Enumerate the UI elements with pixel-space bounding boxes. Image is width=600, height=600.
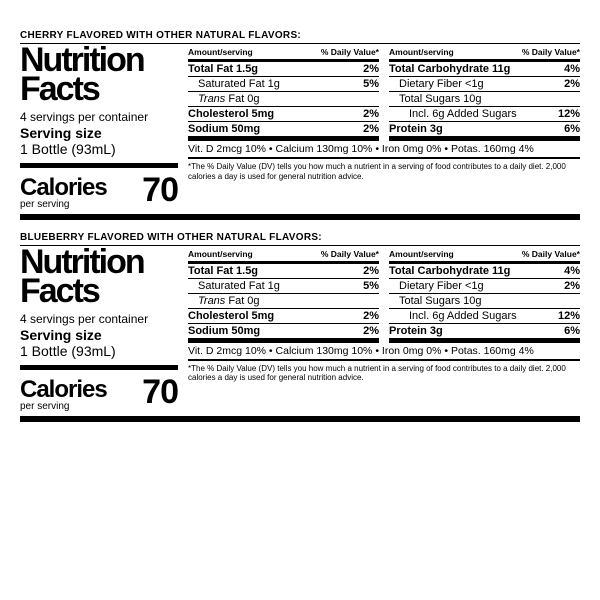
- nutrition-panel: BLUEBERRY FLAVORED WITH OTHER NATURAL FL…: [20, 232, 580, 422]
- nutrient-row: Dietary Fiber<1g2%: [389, 77, 580, 92]
- serving-size-label: Serving size: [20, 125, 178, 141]
- nutrition-panel: CHERRY FLAVORED WITH OTHER NATURAL FLAVO…: [20, 30, 580, 220]
- nutrient-row: Trans Fat0g: [188, 294, 379, 309]
- nutrient-row: Dietary Fiber<1g2%: [389, 279, 580, 294]
- nutrient-row: Total Fat1.5g2%: [188, 62, 379, 77]
- left-column: NutritionFacts 4 servings per containerSe…: [20, 44, 178, 210]
- right-column: Amount/serving% Daily Value*Total Fat1.5…: [188, 44, 580, 210]
- serving-size-value: 1 Bottle (93mL): [20, 343, 178, 359]
- nutrient-row: Incl. 6g Added Sugars12%: [389, 107, 580, 122]
- nutrient-row: Cholesterol5mg2%: [188, 107, 379, 122]
- nutrient-row: Sodium50mg2%: [188, 122, 379, 141]
- serving-size-label: Serving size: [20, 327, 178, 343]
- nutrient-row: Saturated Fat1g5%: [188, 77, 379, 92]
- servings-per-container: 4 servings per container: [20, 110, 178, 124]
- nutrient-column: Amount/serving% Daily Value*Total Fat1.5…: [188, 246, 379, 343]
- right-column: Amount/serving% Daily Value*Total Fat1.5…: [188, 246, 580, 412]
- nutrient-row: Trans Fat0g: [188, 92, 379, 107]
- footnote: *The % Daily Value (DV) tells you how mu…: [188, 361, 580, 383]
- nutrient-row: Total Carbohydrate11g4%: [389, 62, 580, 77]
- nutrient-row: Total Sugars10g: [389, 92, 580, 107]
- column-header: Amount/serving% Daily Value*: [188, 246, 379, 264]
- calories-row: Caloriesper serving70: [20, 373, 178, 412]
- nutrient-column: Amount/serving% Daily Value*Total Carboh…: [389, 246, 580, 343]
- vitamins-row: Vit. D 2mcg 10% • Calcium 130mg 10% • Ir…: [188, 141, 580, 159]
- nutrient-row: Protein3g6%: [389, 122, 580, 141]
- footnote: *The % Daily Value (DV) tells you how mu…: [188, 159, 580, 181]
- nutrition-facts-title: NutritionFacts: [20, 248, 178, 306]
- nutrient-row: Saturated Fat1g5%: [188, 279, 379, 294]
- left-column: NutritionFacts 4 servings per containerSe…: [20, 246, 178, 412]
- calories-row: Caloriesper serving70: [20, 171, 178, 210]
- servings-per-container: 4 servings per container: [20, 312, 178, 326]
- nutrient-column: Amount/serving% Daily Value*Total Fat1.5…: [188, 44, 379, 141]
- vitamins-row: Vit. D 2mcg 10% • Calcium 130mg 10% • Ir…: [188, 343, 580, 361]
- column-header: Amount/serving% Daily Value*: [389, 246, 580, 264]
- column-header: Amount/serving% Daily Value*: [188, 44, 379, 62]
- nutrient-row: Sodium50mg2%: [188, 324, 379, 343]
- nutrition-facts-title: NutritionFacts: [20, 46, 178, 104]
- nutrient-row: Total Carbohydrate11g4%: [389, 264, 580, 279]
- nutrient-column: Amount/serving% Daily Value*Total Carboh…: [389, 44, 580, 141]
- column-header: Amount/serving% Daily Value*: [389, 44, 580, 62]
- flavor-title: BLUEBERRY FLAVORED WITH OTHER NATURAL FL…: [20, 232, 580, 243]
- nutrient-row: Protein3g6%: [389, 324, 580, 343]
- nutrient-row: Total Fat1.5g2%: [188, 264, 379, 279]
- nutrient-row: Incl. 6g Added Sugars12%: [389, 309, 580, 324]
- nutrient-row: Cholesterol5mg2%: [188, 309, 379, 324]
- flavor-title: CHERRY FLAVORED WITH OTHER NATURAL FLAVO…: [20, 30, 580, 41]
- nutrient-row: Total Sugars10g: [389, 294, 580, 309]
- serving-size-value: 1 Bottle (93mL): [20, 141, 178, 157]
